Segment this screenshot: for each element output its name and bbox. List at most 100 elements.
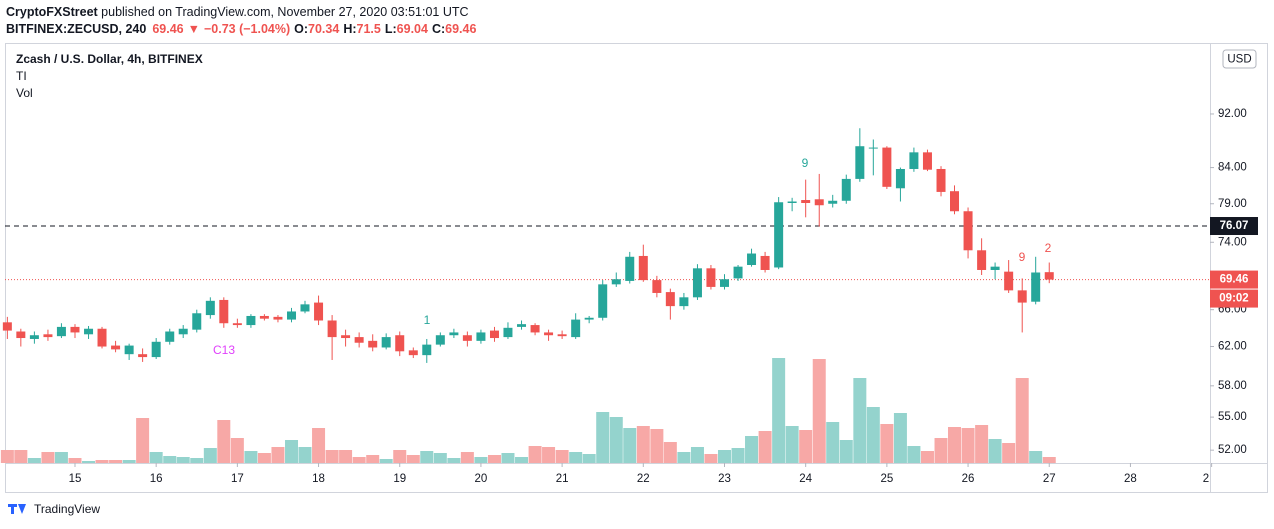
volume-bar bbox=[609, 417, 623, 463]
volume-bar bbox=[704, 454, 718, 463]
y-tick-label: 52.00 bbox=[1218, 444, 1247, 456]
volume-bar bbox=[961, 428, 975, 463]
currency-badge[interactable] bbox=[1222, 49, 1257, 69]
volume-bar bbox=[623, 428, 637, 463]
candle-body bbox=[56, 326, 66, 337]
candle-body bbox=[530, 325, 540, 333]
volume-bar bbox=[1042, 457, 1056, 463]
candle-body bbox=[638, 255, 648, 281]
volume-bar bbox=[799, 430, 813, 463]
volume-bar bbox=[41, 452, 55, 463]
published: published on TradingView.com, November 2… bbox=[98, 5, 469, 19]
volume-bar bbox=[271, 447, 285, 463]
candle-body bbox=[111, 345, 121, 350]
y-tick-label: 92.00 bbox=[1218, 108, 1247, 120]
legend-volume: Vol bbox=[16, 86, 33, 100]
candle-body bbox=[611, 279, 621, 285]
x-tick-label: 17 bbox=[231, 473, 244, 485]
y-tick-label: 74.00 bbox=[1218, 236, 1247, 248]
x-tick-label: 28 bbox=[1124, 473, 1137, 485]
annotation: C13 bbox=[213, 343, 235, 357]
y-tick-label: 84.00 bbox=[1218, 162, 1247, 174]
candle-body bbox=[354, 337, 364, 343]
annotation: 1 bbox=[424, 313, 431, 327]
ohlc-label: C: bbox=[432, 22, 445, 36]
candle-body bbox=[774, 202, 784, 268]
candle-body bbox=[787, 201, 797, 203]
volume-bar bbox=[501, 453, 515, 463]
x-tick-label: 19 bbox=[393, 473, 406, 485]
volume-bar bbox=[312, 428, 326, 463]
candle-body bbox=[719, 279, 729, 287]
volume-bar bbox=[528, 446, 542, 463]
candle-body bbox=[665, 292, 675, 307]
candle-body bbox=[868, 147, 878, 149]
candle-body bbox=[151, 341, 161, 358]
candle-body bbox=[327, 320, 337, 338]
volume-bar bbox=[812, 359, 826, 463]
volume-bar bbox=[772, 358, 786, 463]
volume-bar bbox=[880, 424, 894, 463]
volume-bar bbox=[650, 429, 664, 463]
x-tick-label: 2 bbox=[1203, 473, 1209, 485]
candle-body bbox=[395, 335, 405, 352]
candle-body bbox=[489, 330, 499, 339]
x-tick-label: 15 bbox=[69, 473, 82, 485]
symbol: BITFINEX:ZECUSD, 240 bbox=[6, 22, 146, 36]
candle-body bbox=[300, 304, 310, 312]
candle-body bbox=[895, 168, 905, 189]
candle-body bbox=[314, 302, 324, 321]
logo-mark bbox=[8, 504, 26, 514]
volume-bar bbox=[988, 439, 1002, 463]
volume-bar bbox=[1002, 443, 1016, 463]
candle-body bbox=[422, 344, 432, 356]
candle-body bbox=[138, 354, 148, 358]
candle-body bbox=[124, 345, 134, 355]
candle-body bbox=[990, 266, 1000, 270]
candle-body bbox=[70, 326, 80, 333]
candle-body bbox=[733, 266, 743, 279]
volume-bar bbox=[163, 456, 177, 463]
volume-bar bbox=[663, 442, 677, 463]
volume-bar bbox=[947, 427, 961, 463]
candle-body bbox=[449, 332, 459, 336]
candle-body bbox=[692, 268, 702, 298]
candle-body bbox=[747, 253, 757, 265]
volume-bar bbox=[1029, 451, 1043, 463]
logo-text: TradingView bbox=[34, 502, 100, 516]
volume-bar bbox=[907, 446, 921, 463]
candle-body bbox=[97, 328, 107, 347]
candle-body bbox=[584, 317, 594, 320]
x-tick-label: 20 bbox=[475, 473, 488, 485]
volume-bar bbox=[839, 440, 853, 463]
candle-body bbox=[462, 335, 472, 341]
volume-bar bbox=[285, 440, 299, 463]
ohlc-label: O: bbox=[294, 22, 308, 36]
candle-body bbox=[368, 340, 378, 348]
volume-bar bbox=[122, 460, 136, 463]
volume-bar bbox=[758, 431, 772, 463]
ohlc-label: H: bbox=[343, 22, 356, 36]
volume-bar bbox=[677, 452, 691, 463]
volume-bar bbox=[379, 459, 393, 463]
volume-bar bbox=[542, 447, 556, 463]
candle-body bbox=[232, 323, 242, 326]
volume-bar bbox=[366, 455, 380, 463]
volume-bar bbox=[406, 455, 420, 463]
volume-bar bbox=[460, 452, 474, 463]
volume-bar bbox=[487, 455, 501, 463]
volume-bar bbox=[257, 453, 271, 463]
candle-body bbox=[828, 200, 838, 204]
volume-bar bbox=[68, 458, 82, 463]
volume-layer bbox=[0, 358, 1056, 463]
volume-bar bbox=[149, 452, 163, 463]
volume-bar bbox=[109, 460, 123, 463]
price-badge bbox=[1210, 270, 1258, 289]
publisher: CryptoFXStreet bbox=[6, 5, 99, 19]
x-tick-label: 18 bbox=[312, 473, 325, 485]
volume-bar bbox=[176, 457, 190, 463]
volume-bar bbox=[636, 426, 650, 463]
plot-layer bbox=[2, 128, 1210, 363]
price-badge-label: 69.46 bbox=[1220, 274, 1249, 286]
